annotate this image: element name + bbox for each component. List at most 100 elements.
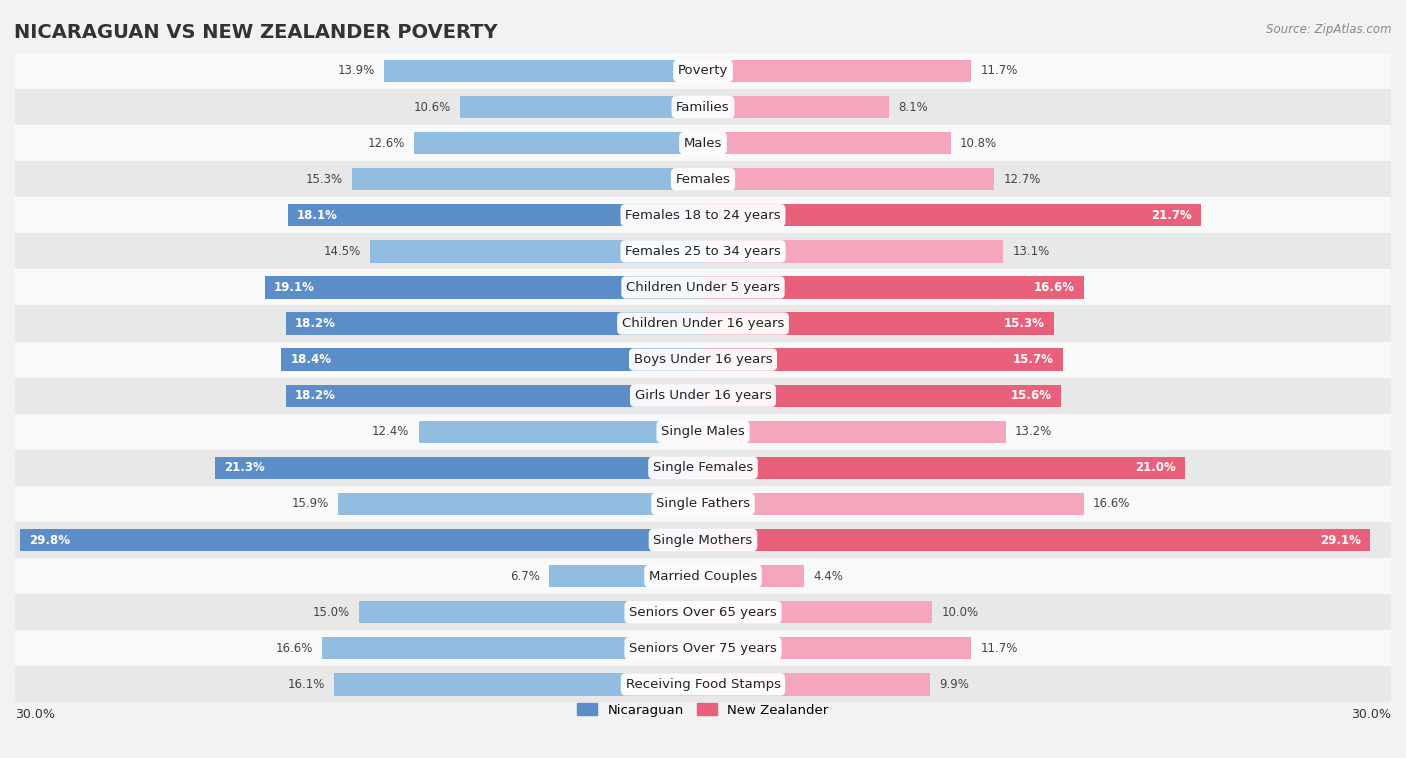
Bar — [359, 601, 703, 623]
Text: 30.0%: 30.0% — [15, 708, 55, 721]
Bar — [15, 594, 1391, 630]
Bar — [550, 565, 703, 587]
Text: 8.1%: 8.1% — [898, 101, 928, 114]
Bar — [15, 342, 1391, 377]
Bar — [15, 53, 1391, 89]
Text: 21.3%: 21.3% — [224, 462, 264, 475]
Legend: Nicaraguan, New Zealander: Nicaraguan, New Zealander — [572, 698, 834, 722]
Text: NICARAGUAN VS NEW ZEALANDER POVERTY: NICARAGUAN VS NEW ZEALANDER POVERTY — [14, 23, 498, 42]
Bar — [703, 637, 972, 659]
Bar — [703, 349, 1063, 371]
Bar — [15, 197, 1391, 233]
Bar — [370, 240, 703, 262]
Bar — [20, 529, 703, 551]
Text: 18.1%: 18.1% — [297, 208, 337, 222]
Text: 15.3%: 15.3% — [307, 173, 343, 186]
Text: 13.1%: 13.1% — [1012, 245, 1050, 258]
Bar — [15, 522, 1391, 558]
Bar — [339, 493, 703, 515]
Bar — [285, 384, 703, 407]
Bar — [15, 89, 1391, 125]
Text: 18.2%: 18.2% — [295, 389, 336, 402]
Text: Children Under 5 years: Children Under 5 years — [626, 281, 780, 294]
Text: 19.1%: 19.1% — [274, 281, 315, 294]
Bar — [215, 456, 703, 479]
Text: Receiving Food Stamps: Receiving Food Stamps — [626, 678, 780, 691]
Bar — [15, 414, 1391, 449]
Bar — [285, 312, 703, 335]
Text: 6.7%: 6.7% — [510, 569, 540, 583]
Text: 10.6%: 10.6% — [413, 101, 451, 114]
Text: 11.7%: 11.7% — [980, 64, 1018, 77]
Text: 18.2%: 18.2% — [295, 317, 336, 330]
Text: 16.6%: 16.6% — [1092, 497, 1130, 510]
Bar — [460, 96, 703, 118]
Bar — [703, 529, 1371, 551]
Text: Families: Families — [676, 101, 730, 114]
Text: 16.6%: 16.6% — [276, 642, 314, 655]
Text: 11.7%: 11.7% — [980, 642, 1018, 655]
Bar — [281, 349, 703, 371]
Text: Single Males: Single Males — [661, 425, 745, 438]
Text: 15.7%: 15.7% — [1012, 353, 1054, 366]
Text: 15.9%: 15.9% — [292, 497, 329, 510]
Text: 15.6%: 15.6% — [1011, 389, 1052, 402]
Text: 13.2%: 13.2% — [1015, 425, 1052, 438]
Text: 4.4%: 4.4% — [813, 569, 844, 583]
Text: 10.8%: 10.8% — [960, 136, 997, 149]
Bar — [703, 240, 1004, 262]
Text: 15.0%: 15.0% — [312, 606, 350, 619]
Text: 9.9%: 9.9% — [939, 678, 969, 691]
Bar — [703, 384, 1060, 407]
Bar — [333, 673, 703, 696]
Text: 12.4%: 12.4% — [373, 425, 409, 438]
Bar — [15, 125, 1391, 161]
Bar — [703, 276, 1084, 299]
Bar — [352, 168, 703, 190]
Bar — [703, 204, 1201, 227]
Text: Girls Under 16 years: Girls Under 16 years — [634, 389, 772, 402]
Bar — [384, 60, 703, 82]
Text: Children Under 16 years: Children Under 16 years — [621, 317, 785, 330]
Bar — [703, 60, 972, 82]
Text: 14.5%: 14.5% — [323, 245, 361, 258]
Bar — [703, 312, 1054, 335]
Bar — [322, 637, 703, 659]
Bar — [15, 377, 1391, 414]
Bar — [15, 558, 1391, 594]
Bar — [703, 168, 994, 190]
Text: 16.1%: 16.1% — [287, 678, 325, 691]
Text: 29.1%: 29.1% — [1320, 534, 1361, 547]
Text: 16.6%: 16.6% — [1033, 281, 1074, 294]
Text: 21.0%: 21.0% — [1135, 462, 1175, 475]
Text: Females: Females — [675, 173, 731, 186]
Text: Married Couples: Married Couples — [650, 569, 756, 583]
Bar — [703, 493, 1084, 515]
Text: 29.8%: 29.8% — [28, 534, 70, 547]
Bar — [419, 421, 703, 443]
Bar — [15, 630, 1391, 666]
Text: 15.3%: 15.3% — [1004, 317, 1045, 330]
Bar — [15, 666, 1391, 703]
Text: Single Mothers: Single Mothers — [654, 534, 752, 547]
Bar — [703, 96, 889, 118]
Bar — [15, 269, 1391, 305]
Bar — [703, 456, 1185, 479]
Bar — [15, 486, 1391, 522]
Text: Source: ZipAtlas.com: Source: ZipAtlas.com — [1267, 23, 1392, 36]
Text: Seniors Over 75 years: Seniors Over 75 years — [628, 642, 778, 655]
Text: 18.4%: 18.4% — [290, 353, 332, 366]
Text: 12.6%: 12.6% — [367, 136, 405, 149]
Text: Seniors Over 65 years: Seniors Over 65 years — [628, 606, 778, 619]
Bar — [703, 565, 804, 587]
Text: 10.0%: 10.0% — [942, 606, 979, 619]
Bar — [264, 276, 703, 299]
Text: Males: Males — [683, 136, 723, 149]
Bar — [15, 233, 1391, 269]
Bar — [703, 601, 932, 623]
Bar — [703, 132, 950, 155]
Bar — [15, 161, 1391, 197]
Text: Poverty: Poverty — [678, 64, 728, 77]
Bar — [15, 449, 1391, 486]
Text: Single Females: Single Females — [652, 462, 754, 475]
